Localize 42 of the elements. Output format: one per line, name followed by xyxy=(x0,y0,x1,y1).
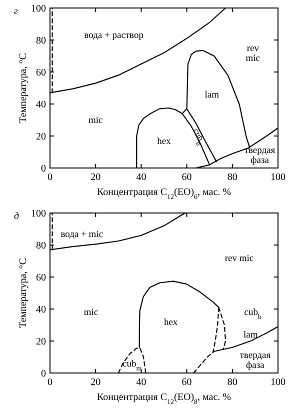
x-tick-label: 100 xyxy=(270,172,286,183)
y-tick-label: 40 xyxy=(36,304,46,316)
x-axis-title: Концентрация C$_{12}$(EO)$_{8}$, мас. % xyxy=(96,392,232,406)
annotation: mic xyxy=(88,116,103,126)
x-tick-label: 40 xyxy=(136,172,146,183)
y-tick-label: 100 xyxy=(31,208,46,220)
x-tick-label: 20 xyxy=(90,377,101,388)
y-tick-label: 100 xyxy=(31,4,46,14)
y-tick-label: 60 xyxy=(36,68,46,78)
y-tick-label: 0 xyxy=(41,164,46,174)
y-tick-label: 0 xyxy=(41,368,46,380)
chart-title: г xyxy=(14,6,18,17)
annotation: rev mic xyxy=(224,254,254,264)
annotation: вода + mic xyxy=(60,230,104,240)
x-tick-label: 40 xyxy=(136,377,146,388)
y-tick-label: 20 xyxy=(36,132,46,142)
annotation: lam xyxy=(204,90,220,100)
x-tick-label: 60 xyxy=(182,377,192,388)
y-tick-label: 80 xyxy=(36,240,46,252)
annotation: hex xyxy=(164,318,178,328)
y-axis-title: Температура, °C xyxy=(18,258,29,328)
y-axis-title: Температура, °C xyxy=(18,52,29,123)
annotation: твердая фаза xyxy=(240,351,272,372)
annotation: hex xyxy=(157,136,172,147)
annotation: твердая фаза xyxy=(244,146,276,166)
annotation: rev mic xyxy=(246,44,260,64)
x-axis-title: Концентрация C$_{12}$(EO)$_{6}$, мас. % xyxy=(96,187,232,201)
x-tick-label: 100 xyxy=(270,377,286,388)
x-tick-label: 80 xyxy=(227,172,238,183)
x-tick-label: 60 xyxy=(182,172,192,183)
y-tick-label: 20 xyxy=(36,336,46,348)
annotation: вода + раствор xyxy=(84,31,144,42)
annotation: mic xyxy=(84,308,98,318)
chart-title: д xyxy=(14,211,20,222)
annotation: cub$_{b}$ xyxy=(244,308,262,322)
x-tick-label: 80 xyxy=(227,377,238,388)
annotation: lam xyxy=(244,330,258,341)
annotation: cub$_{m}$ xyxy=(122,359,142,372)
x-tick-label: 20 xyxy=(90,172,101,183)
y-tick-label: 40 xyxy=(36,100,46,110)
y-tick-label: 80 xyxy=(36,36,46,46)
y-tick-label: 60 xyxy=(36,272,46,284)
